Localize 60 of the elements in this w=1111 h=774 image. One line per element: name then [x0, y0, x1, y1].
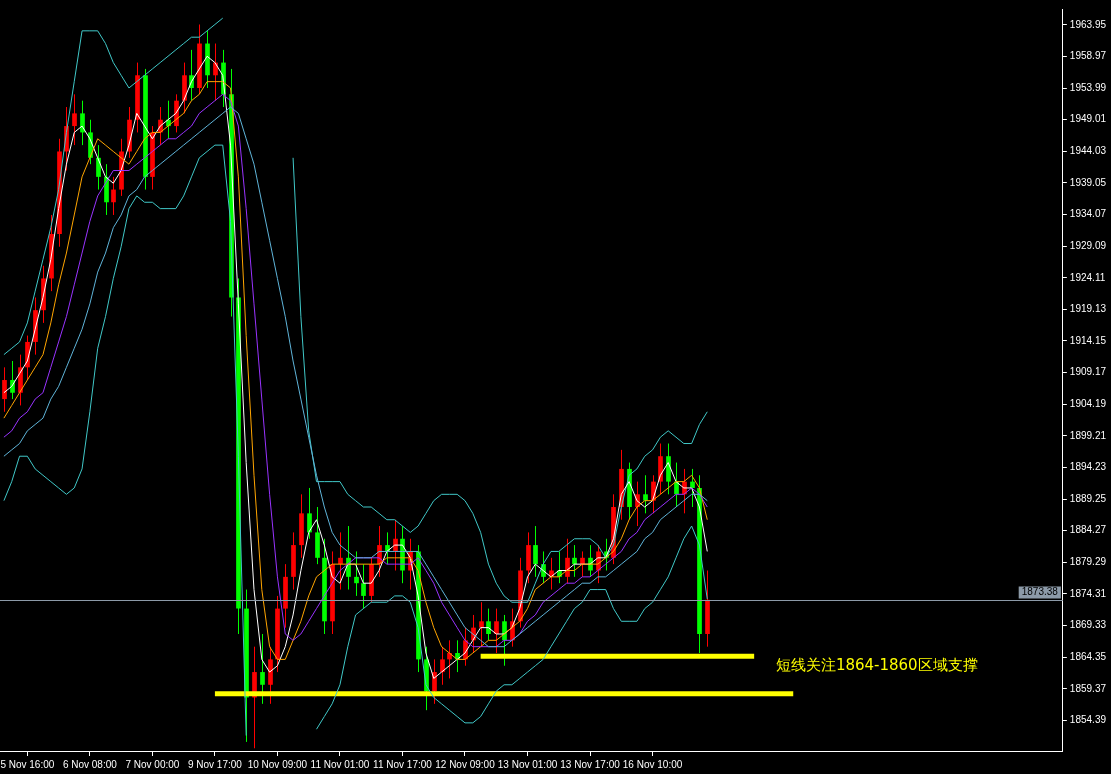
x-tick-label: 13 Nov 01:00	[497, 758, 558, 770]
y-tick-label: 1864.35	[1069, 650, 1107, 662]
candlestick	[72, 93, 77, 146]
y-tick-label: 1934.07	[1069, 208, 1107, 220]
candlestick	[572, 544, 577, 578]
y-tick-label: 1949.01	[1069, 113, 1107, 125]
candlestick	[502, 614, 507, 667]
candlestick	[486, 608, 491, 641]
candlestick	[479, 601, 484, 648]
y-tick-label: 1914.15	[1069, 334, 1107, 346]
ref-line-label: 1873.38	[1021, 586, 1059, 598]
x-tick-label: 16 Nov 10:00	[622, 758, 683, 770]
y-tick-label: 1963.95	[1069, 18, 1107, 30]
y-tick-label: 1939.05	[1069, 176, 1107, 188]
x-tick-label: 5 Nov 16:00	[0, 758, 55, 770]
y-tick-label: 1879.29	[1069, 556, 1107, 568]
y-tick-label: 1958.97	[1069, 50, 1107, 62]
y-tick-label: 1953.99	[1069, 81, 1107, 93]
x-tick-label: 12 Nov 09:00	[435, 758, 496, 770]
annotation: 短线关注1864-1860区域支撑	[775, 655, 978, 674]
candlestick	[440, 646, 445, 686]
y-tick-label: 1904.19	[1069, 397, 1107, 409]
candlestick	[96, 144, 101, 191]
candlestick	[338, 531, 343, 591]
y-tick-label: 1854.39	[1069, 714, 1107, 726]
y-tick-label: 1929.09	[1069, 239, 1107, 251]
candlestick	[111, 176, 116, 216]
y-tick-label: 1899.21	[1069, 429, 1107, 441]
x-tick-label: 7 Nov 00:00	[125, 758, 180, 770]
x-tick-label: 11 Nov 17:00	[373, 758, 433, 770]
y-tick-label: 1919.13	[1069, 303, 1107, 315]
candlestick	[307, 487, 312, 540]
x-tick-label: 13 Nov 17:00	[560, 758, 621, 770]
y-tick-label: 1924.11	[1069, 271, 1106, 283]
candlestick	[690, 468, 695, 508]
candlestick	[533, 525, 538, 578]
candlestick	[2, 366, 7, 413]
candlestick	[10, 360, 15, 400]
candlestick	[494, 608, 499, 654]
y-tick-label: 1874.31	[1069, 587, 1107, 599]
candlestick	[80, 100, 85, 146]
candlestick	[580, 550, 585, 578]
x-tick-label: 6 Nov 08:00	[62, 758, 118, 770]
candlestick	[565, 538, 570, 584]
y-tick-label: 1909.17	[1069, 366, 1107, 378]
y-tick-label: 1889.25	[1069, 492, 1107, 504]
y-tick-label: 1894.23	[1069, 461, 1107, 473]
candlestick	[361, 563, 366, 610]
y-tick-label: 1859.37	[1069, 682, 1107, 694]
candlestick	[643, 474, 648, 514]
candlestick	[260, 633, 265, 705]
x-tick-label: 10 Nov 09:00	[247, 758, 308, 770]
y-tick-label: 1884.27	[1069, 524, 1107, 536]
candlestick	[354, 550, 359, 597]
y-tick-label: 1944.03	[1069, 145, 1107, 157]
x-tick-label: 11 Nov 01:00	[310, 758, 370, 770]
x-tick-label: 9 Nov 17:00	[187, 758, 243, 770]
candlestick	[346, 525, 351, 591]
candlestick	[213, 43, 218, 102]
y-tick-label: 1869.33	[1069, 619, 1107, 631]
